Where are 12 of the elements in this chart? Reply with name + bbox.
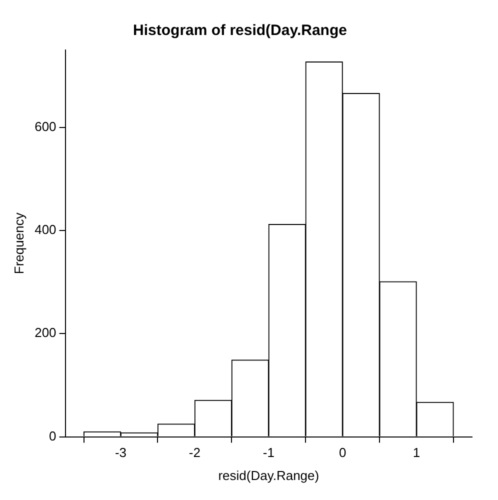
x-tick-label: -2 [188, 445, 200, 460]
y-axis-title: Frequency [11, 212, 26, 274]
y-tick-label: 600 [34, 118, 56, 134]
chart-title: Histogram of resid(Day.Range [133, 22, 347, 40]
x-tick-label: -3 [114, 445, 127, 460]
x-tick-label: 1 [412, 445, 420, 460]
x-axis-title: resid(Day.Range) [218, 468, 320, 483]
y-tick-label: 0 [49, 428, 56, 444]
x-tick-label: 0 [338, 445, 346, 460]
y-tick-label: 200 [34, 325, 56, 340]
x-tick-label: -1 [262, 445, 274, 460]
y-tick-label: 400 [34, 222, 56, 238]
